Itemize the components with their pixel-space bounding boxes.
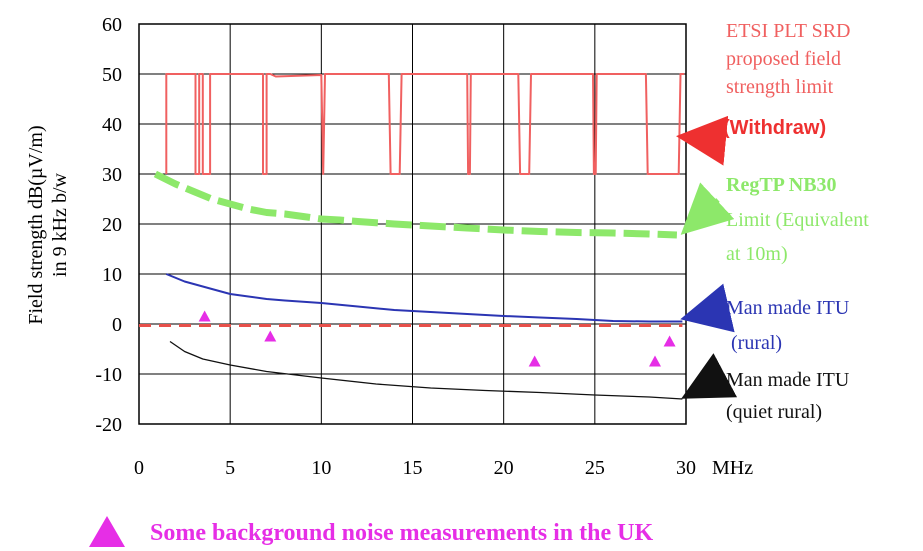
itu-rural-annotation-line1: Man made ITU <box>726 297 850 319</box>
x-tick-label: 10 <box>311 457 331 479</box>
regtp-annotation-line2: at 10m) <box>726 243 788 265</box>
etsi-annotation: ETSI PLT SRD proposed field strength lim… <box>676 20 850 166</box>
y-axis-ticks: 60 50 40 30 20 10 0 -10 -20 <box>95 14 122 436</box>
y-tick-label: -20 <box>95 414 122 436</box>
series-line-itu-rural <box>165 273 683 323</box>
y-tick-label: 20 <box>102 214 122 236</box>
regtp-annotation: RegTP NB30 Limit (Equivalent at 10m) <box>680 174 869 265</box>
x-tick-label: 25 <box>585 457 605 479</box>
x-tick-label: 20 <box>494 457 514 479</box>
measurement-point <box>264 330 277 342</box>
etsi-annotation-line1: ETSI PLT SRD <box>726 20 850 42</box>
measurement-point <box>198 310 211 322</box>
itu-quiet-annotation: Man made ITU (quiet rural) <box>681 353 850 423</box>
itu-quiet-annotation-line2: (quiet rural) <box>726 401 822 423</box>
y-tick-label: 10 <box>102 264 122 286</box>
triangle-marker-icon <box>89 516 125 547</box>
regtp-annotation-line1: Limit (Equivalent <box>726 209 869 231</box>
series-layer <box>139 73 685 400</box>
y-axis-label-line2: in 9 kHz b/w <box>49 173 71 277</box>
x-axis-label: MHz <box>712 457 753 479</box>
x-tick-label: 0 <box>134 457 144 479</box>
etsi-annotation-line3: strength limit <box>726 76 834 98</box>
y-tick-label: 40 <box>102 114 122 136</box>
itu-rural-annotation: Man made ITU (rural) <box>680 283 850 354</box>
legend-note: Some background noise measurements in th… <box>89 516 653 547</box>
etsi-arrow <box>676 115 729 166</box>
x-axis-ticks: 0 5 10 15 20 25 30 <box>134 457 696 479</box>
y-tick-label: 0 <box>112 314 122 336</box>
x-tick-label: 30 <box>676 457 696 479</box>
measurement-point <box>649 355 662 367</box>
series-line-etsi <box>165 73 685 175</box>
measurement-point <box>528 355 541 367</box>
itu-quiet-annotation-line1: Man made ITU <box>726 369 850 391</box>
measurement-point <box>663 335 676 347</box>
regtp-annotation-title: RegTP NB30 <box>726 174 837 196</box>
y-axis-label: Field strength dB(µV/m) in 9 kHz b/w <box>25 125 71 324</box>
legend-note-text: Some background noise measurements in th… <box>150 520 653 546</box>
plot-area <box>138 23 687 425</box>
series-line-itu-quiet <box>169 340 683 400</box>
x-tick-label: 5 <box>225 457 235 479</box>
itu-rural-annotation-line2: (rural) <box>726 332 782 354</box>
marker-layer <box>198 310 676 367</box>
y-tick-label: 50 <box>102 64 122 86</box>
etsi-annotation-line2: proposed field <box>726 48 841 70</box>
y-tick-label: -10 <box>95 364 122 386</box>
y-tick-label: 30 <box>102 164 122 186</box>
itu-rural-arrow <box>680 283 735 333</box>
y-axis-label-line1: Field strength dB(µV/m) <box>25 125 47 324</box>
etsi-annotation-withdraw: (Withdraw) <box>723 117 826 139</box>
itu-quiet-arrow <box>681 353 738 399</box>
regtp-arrow <box>680 182 735 235</box>
x-tick-label: 15 <box>403 457 423 479</box>
y-tick-label: 60 <box>102 14 122 36</box>
series-line-regtp <box>153 170 678 239</box>
